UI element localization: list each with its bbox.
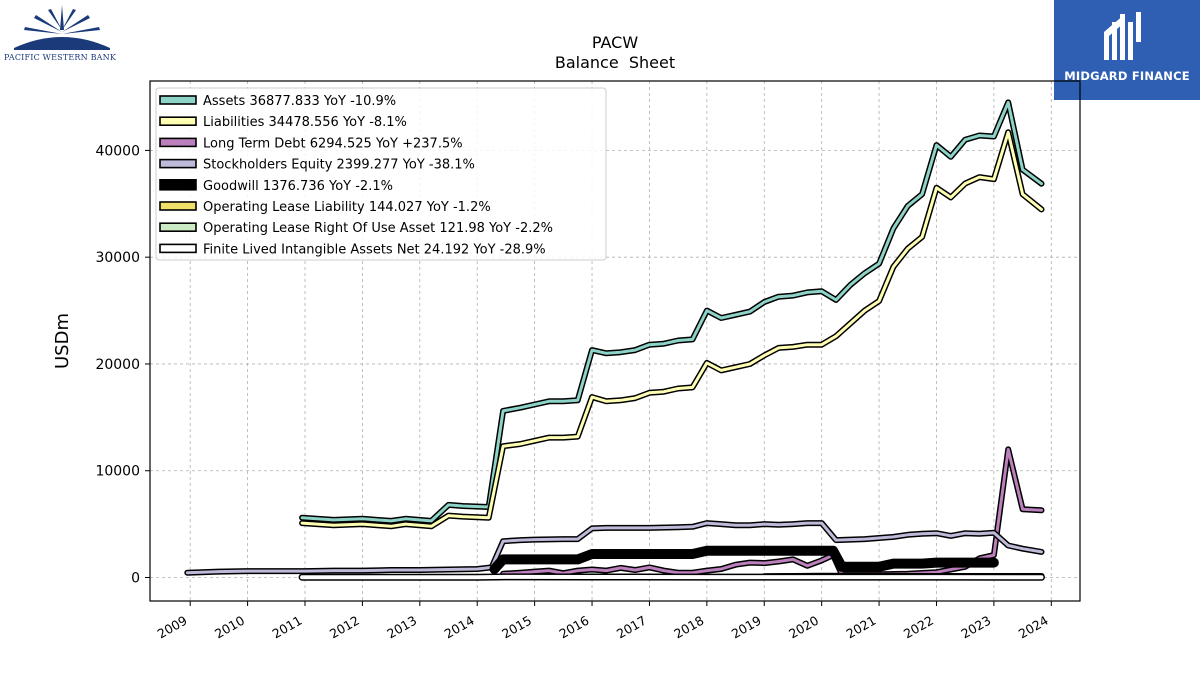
plot-frame	[149, 80, 1081, 602]
y-tick-label-20000: 20000	[95, 357, 140, 373]
legend-label-liabilities: Liabilities 34478.556 YoY -8.1%	[203, 115, 407, 130]
legend-swatch-operating-lease-right-of-use-asset	[159, 222, 197, 232]
legend-swatch-goodwill	[159, 179, 197, 191]
legend-label-finite-lived-intangible-assets-net: Finite Lived Intangible Assets Net 24.19…	[203, 242, 546, 257]
legend-swatch-liabilities	[159, 116, 197, 126]
x-tick-label-2023: 2023	[958, 613, 993, 642]
midgard-finance-emblem	[1104, 12, 1141, 60]
pacific-western-bank-logo: PACIFIC WESTERN BANK	[0, 0, 125, 70]
series-line-goodwill	[490, 547, 998, 573]
legend-swatch-assets	[159, 95, 197, 105]
series-lines	[184, 99, 1045, 581]
x-tick-label-2021: 2021	[844, 613, 879, 642]
legend-label-assets: Assets 36877.833 YoY -10.9%	[203, 94, 396, 109]
pacific-western-bank-text: PACIFIC WESTERN BANK	[4, 53, 116, 62]
x-tick-label-2020: 2020	[786, 613, 821, 642]
x-tick-label-2024: 2024	[1016, 613, 1051, 642]
series-line-liabilities	[300, 130, 1043, 528]
legend-swatch-finite-lived-intangible-assets-net	[159, 243, 197, 254]
x-tick-label-2010: 2010	[212, 613, 247, 642]
legend-label-goodwill: Goodwill 1376.736 YoY -2.1%	[203, 179, 393, 194]
series-line-assets	[300, 100, 1043, 523]
y-tick-label-10000: 10000	[95, 464, 140, 480]
legend-label-long-term-debt: Long Term Debt 6294.525 YoY +237.5%	[203, 136, 463, 151]
x-tick-label-2016: 2016	[556, 613, 591, 642]
legend-swatch-long-term-debt	[159, 137, 197, 148]
x-tick-label-2019: 2019	[729, 613, 764, 642]
legend-label-operating-lease-right-of-use-asset: Operating Lease Right Of Use Asset 121.9…	[203, 221, 553, 236]
x-tick-label-2018: 2018	[671, 613, 706, 642]
legend-label-operating-lease-liability: Operating Lease Liability 144.027 YoY -1…	[203, 200, 491, 215]
legend: Assets 36877.833 YoY -10.9% Liabilities 3…	[155, 87, 607, 261]
x-tick-label-2014: 2014	[442, 613, 477, 642]
x-tick-label-2015: 2015	[499, 613, 534, 642]
chart-title: PACW	[592, 33, 638, 52]
axis-ticks: 2009 2010 2011 2012 2013 2014 2015 2016 2017 2018…	[95, 143, 1052, 642]
x-tick-label-2022: 2022	[901, 613, 936, 642]
y-tick-label-30000: 30000	[95, 250, 140, 266]
x-tick-label-2012: 2012	[327, 613, 362, 642]
x-tick-label-2009: 2009	[155, 613, 190, 642]
x-tick-label-2017: 2017	[614, 613, 649, 642]
pacific-western-bank-emblem	[14, 5, 110, 50]
y-tick-label-40000: 40000	[95, 143, 140, 159]
chart-subtitle: Balance Sheet	[555, 53, 675, 72]
legend-swatch-operating-lease-liability	[159, 201, 197, 211]
legend-label-stockholders-equity: Stockholders Equity 2399.277 YoY -38.1%	[203, 158, 475, 173]
y-axis-label: USDm	[52, 313, 73, 369]
midgard-finance-logo: MIDGARD FINANCE	[1054, 0, 1200, 100]
legend-swatch-stockholders-equity	[159, 158, 197, 169]
series-line-long-term-debt	[501, 447, 1043, 576]
midgard-finance-text: MIDGARD FINANCE	[1064, 69, 1190, 83]
y-tick-label-0: 0	[131, 571, 140, 587]
series-line-stockholders-equity	[185, 521, 1043, 575]
legend-box	[155, 87, 607, 261]
x-tick-label-2013: 2013	[384, 613, 419, 642]
x-tick-label-2011: 2011	[269, 613, 304, 642]
